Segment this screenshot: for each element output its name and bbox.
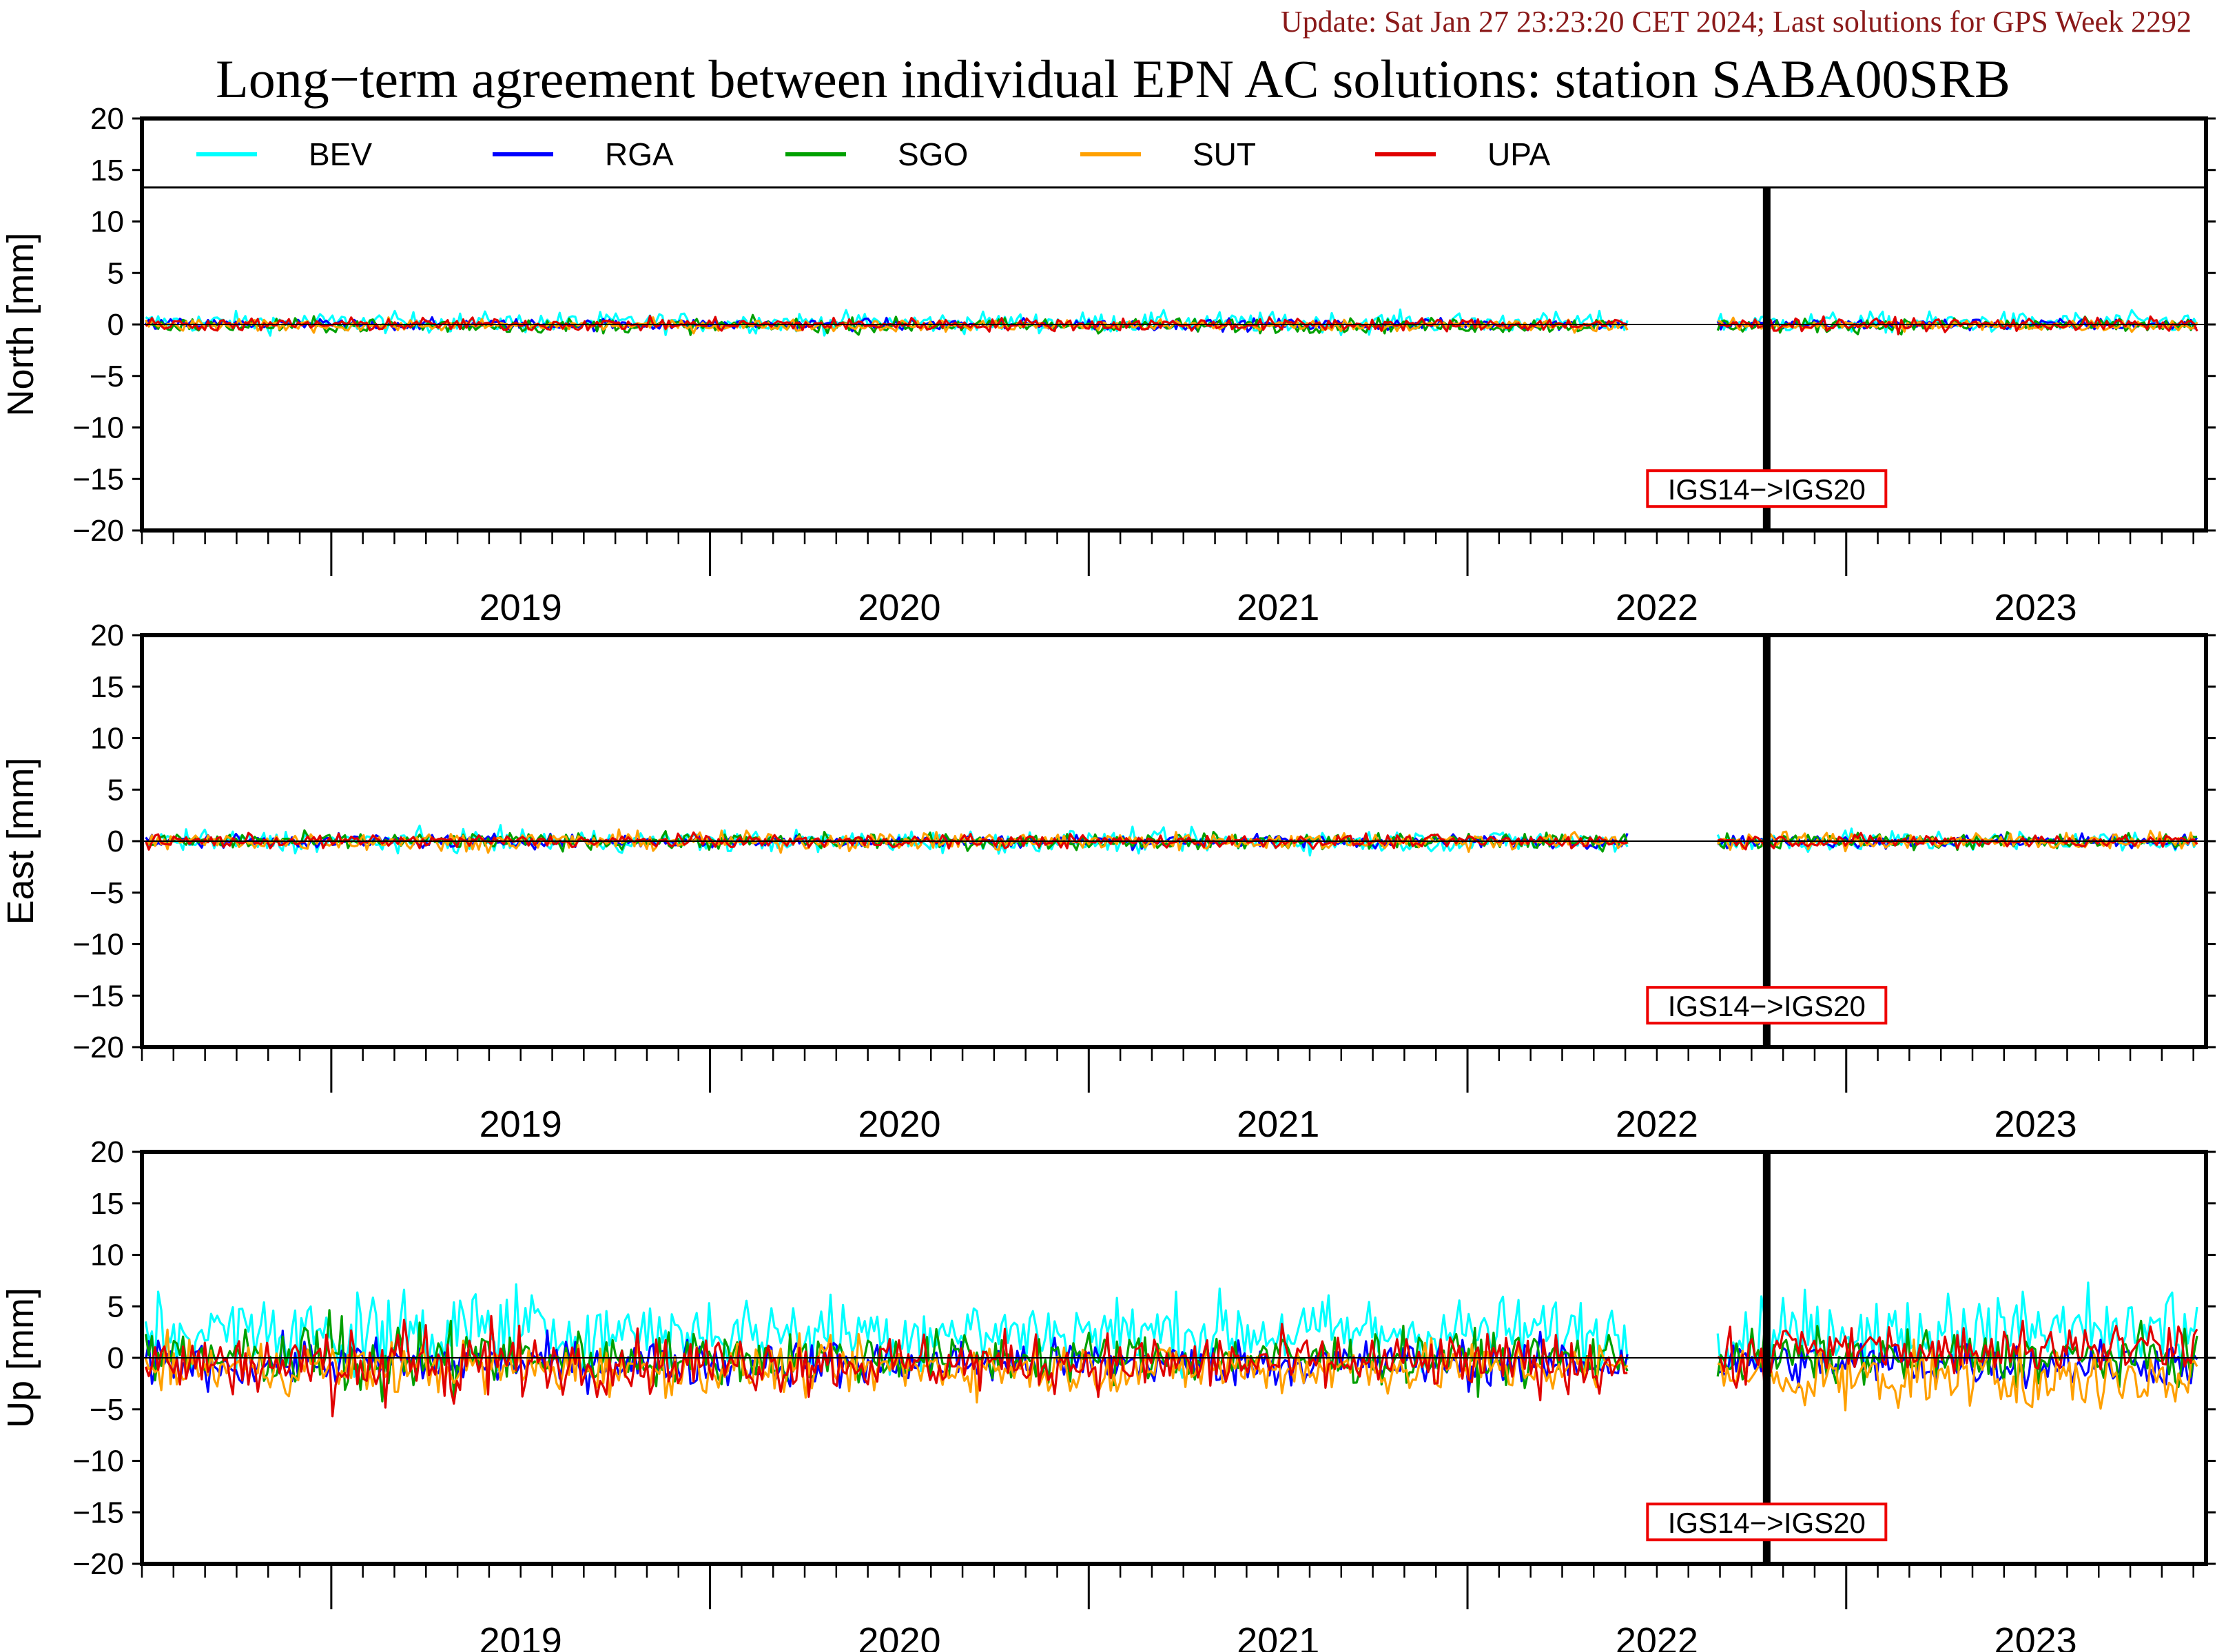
x-year-label: 2022 bbox=[1616, 1104, 1698, 1145]
update-timestamp: Update: Sat Jan 27 23:23:20 CET 2024; La… bbox=[1280, 5, 2192, 39]
y-tick-label: −10 bbox=[72, 928, 124, 962]
y-tick-label: 0 bbox=[107, 825, 124, 858]
frame-change-label: IGS14−>IGS20 bbox=[1668, 990, 1866, 1022]
frame-change-label: IGS14−>IGS20 bbox=[1668, 473, 1866, 506]
plot-frame bbox=[140, 1150, 2208, 1566]
y-tick-label: −5 bbox=[90, 1393, 124, 1427]
y-tick-label: −10 bbox=[72, 411, 124, 445]
y-axis-label: North [mm] bbox=[0, 232, 41, 416]
x-year-label: 2019 bbox=[480, 1104, 562, 1145]
x-year-label: 2020 bbox=[858, 1620, 940, 1652]
y-axis-label: East [mm] bbox=[0, 757, 41, 925]
series-sut bbox=[144, 1328, 2198, 1412]
x-year-label: 2019 bbox=[480, 587, 562, 628]
x-year-label: 2021 bbox=[1237, 1104, 1319, 1145]
y-tick-label: 10 bbox=[90, 205, 124, 239]
y-tick-label: 20 bbox=[90, 102, 124, 136]
frame-change-label-box bbox=[1646, 1503, 1888, 1542]
y-tick-label: 0 bbox=[107, 1341, 124, 1375]
legend-label-rga: RGA bbox=[605, 136, 674, 172]
series-upa bbox=[144, 1314, 2198, 1418]
x-year-label: 2022 bbox=[1616, 587, 1698, 628]
legend-label-bev: BEV bbox=[309, 136, 372, 172]
y-tick-label: 15 bbox=[90, 670, 124, 704]
panel-east: IGS14−>IGS20 20 15 10 5 0 −5 −10 −15 −20 East [mm]… bbox=[0, 619, 2216, 1145]
panel-north: IGS14−>IGS20 20 15 10 5 0 −5 −10 −15 −20 North [mm… bbox=[0, 102, 2216, 628]
x-year-label: 2020 bbox=[858, 1104, 940, 1145]
x-year-label: 2023 bbox=[1995, 1104, 2077, 1145]
y-tick-label: 20 bbox=[90, 1135, 124, 1169]
data-series-group bbox=[145, 308, 2198, 337]
legend-label-upa: UPA bbox=[1487, 136, 1550, 172]
y-tick-label: −20 bbox=[72, 1031, 124, 1064]
y-tick-label: −5 bbox=[90, 876, 124, 910]
x-year-label: 2021 bbox=[1237, 1620, 1319, 1652]
y-tick-label: −15 bbox=[72, 979, 124, 1013]
data-series-group bbox=[144, 1281, 2198, 1418]
y-tick-label: 5 bbox=[107, 1290, 124, 1323]
y-tick-label: 10 bbox=[90, 1239, 124, 1272]
y-tick-label: −15 bbox=[72, 1496, 124, 1529]
y-axis-label: Up [mm] bbox=[0, 1288, 41, 1428]
plot-frame bbox=[140, 116, 2208, 533]
y-tick-label: −20 bbox=[72, 514, 124, 548]
y-tick-label: −20 bbox=[72, 1547, 124, 1581]
x-year-label: 2023 bbox=[1995, 587, 2077, 628]
chart-title: Long−term agreement between individual E… bbox=[216, 49, 2010, 109]
y-tick-label: 15 bbox=[90, 1187, 124, 1221]
y-tick-label: −10 bbox=[72, 1445, 124, 1478]
y-tick-label: 20 bbox=[90, 619, 124, 652]
x-year-label: 2021 bbox=[1237, 587, 1319, 628]
x-year-label: 2023 bbox=[1995, 1620, 2077, 1652]
plot-frame bbox=[140, 633, 2208, 1049]
frame-change-label: IGS14−>IGS20 bbox=[1668, 1507, 1866, 1539]
data-series-group bbox=[144, 824, 2198, 857]
y-tick-label: 0 bbox=[107, 308, 124, 342]
y-tick-label: 5 bbox=[107, 256, 124, 290]
y-tick-label: −15 bbox=[72, 462, 124, 496]
legend-label-sgo: SGO bbox=[898, 136, 968, 172]
x-year-label: 2022 bbox=[1616, 1620, 1698, 1652]
legend-label-sut: SUT bbox=[1193, 136, 1256, 172]
x-year-label: 2019 bbox=[480, 1620, 562, 1652]
y-tick-label: −5 bbox=[90, 360, 124, 393]
x-year-label: 2020 bbox=[858, 587, 940, 628]
y-tick-label: 10 bbox=[90, 722, 124, 756]
frame-change-label-box bbox=[1646, 986, 1888, 1025]
y-tick-label: 5 bbox=[107, 773, 124, 807]
y-tick-label: 15 bbox=[90, 154, 124, 187]
panel-up: IGS14−>IGS20 20 15 10 5 0 −5 −10 −15 −20 Up [mm] 20… bbox=[0, 1135, 2216, 1652]
frame-change-label-box bbox=[1646, 469, 1888, 508]
